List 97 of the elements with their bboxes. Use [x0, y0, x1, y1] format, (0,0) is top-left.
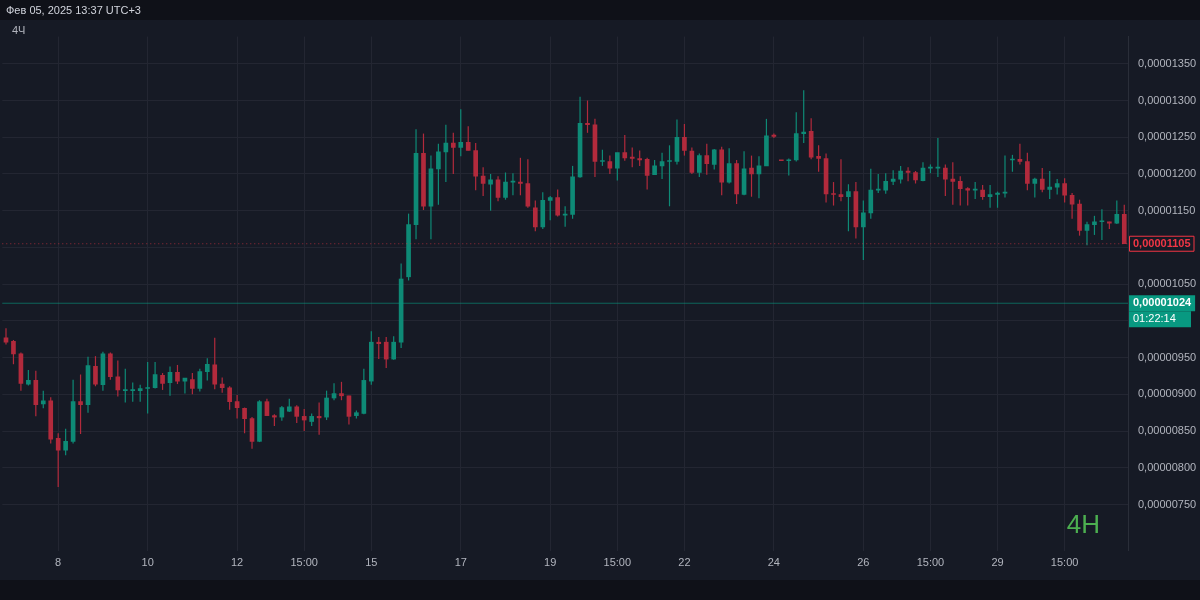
annotation: 4H — [1066, 508, 1100, 539]
y-tick-label: 0,00001050 — [1138, 277, 1197, 290]
candlestick — [518, 157, 523, 196]
candlestick — [987, 184, 993, 209]
candlestick — [175, 364, 180, 385]
candlestick — [115, 359, 121, 398]
y-tick-label: 0,00001150 — [1138, 203, 1196, 216]
y-tick-label: 0,00001200 — [1138, 167, 1197, 179]
candlestick — [950, 161, 956, 206]
chart-title: 4Ч — [12, 24, 26, 36]
candlestick — [1084, 221, 1090, 246]
candlestick — [846, 183, 851, 232]
candlestick — [1062, 177, 1067, 204]
candlestick — [503, 171, 508, 201]
candlestick — [883, 172, 889, 195]
y-tick-label: 0,00000750 — [1138, 497, 1197, 510]
candlestick — [704, 143, 710, 176]
candlestick — [555, 188, 561, 218]
candlestick — [145, 361, 150, 415]
candlestick — [3, 327, 9, 345]
candlestick — [697, 152, 702, 178]
x-tick-label: 8 — [55, 556, 62, 569]
y-tick-label: 0,00000850 — [1138, 424, 1197, 437]
candlestick — [234, 394, 240, 420]
candlestick — [1114, 199, 1120, 225]
candlestick — [204, 357, 210, 381]
candlestick — [324, 390, 329, 421]
y-tick-label: 0,00000900 — [1138, 387, 1197, 400]
x-tick-label: 24 — [767, 556, 781, 569]
candlestick — [450, 132, 456, 175]
x-tick-label: 22 — [678, 556, 691, 569]
candlestick — [391, 335, 396, 361]
candlestick — [242, 406, 247, 434]
candlestick — [383, 336, 389, 369]
x-tick-label: 15 — [365, 556, 378, 569]
candlestick — [667, 144, 672, 207]
text: 01:22:14 — [1133, 312, 1176, 325]
candlestick — [1099, 208, 1105, 241]
candlestick — [532, 199, 538, 232]
candlestick — [458, 108, 464, 157]
candlestick — [868, 168, 874, 220]
candlestick — [78, 373, 83, 435]
candlestick — [585, 99, 590, 134]
candlestick — [547, 195, 553, 221]
candlestick — [122, 368, 128, 404]
candlestick — [1025, 152, 1030, 191]
x-tick-label: 15:00 — [916, 556, 945, 569]
candlestick — [376, 336, 382, 360]
x-tick-label: 15:00 — [1050, 556, 1079, 569]
candlestick — [801, 89, 807, 144]
candlestick — [965, 186, 971, 207]
candlestick — [339, 381, 344, 401]
y-tick-label: 0,00000800 — [1138, 460, 1197, 473]
candlestick — [629, 146, 635, 168]
candlestick — [93, 355, 98, 387]
candlestick — [1017, 143, 1023, 166]
candlestick — [957, 175, 963, 207]
candlestick — [130, 381, 136, 403]
candlestick — [622, 134, 628, 162]
x-tick-label: 15:00 — [290, 556, 318, 569]
x-tick-label: 10 — [141, 556, 154, 569]
x-tick-label: 17 — [454, 556, 467, 569]
y-tick-label: 0,00000950 — [1138, 350, 1197, 363]
candlestick — [1039, 167, 1045, 193]
candlestick — [816, 144, 821, 173]
candlestick — [614, 152, 620, 182]
candlestick — [488, 173, 493, 212]
candlestick — [227, 385, 232, 411]
candlestick — [465, 125, 471, 152]
y-tick-label: 0,00001250 — [1138, 130, 1197, 143]
candlestick — [1092, 215, 1097, 236]
candlestick — [190, 372, 195, 395]
candlestick — [436, 143, 441, 206]
candlestick — [838, 158, 844, 202]
candlestick — [63, 428, 68, 456]
candlestick — [861, 199, 866, 261]
candlestick — [943, 163, 948, 197]
candlestick — [1032, 177, 1038, 199]
candlestick — [11, 339, 16, 365]
candlestick — [55, 432, 61, 488]
x-tick-label: 12 — [230, 556, 244, 569]
ref-line-label: 0,00001024 — [1133, 296, 1192, 309]
candlestick — [1047, 170, 1053, 200]
y-tick-label: 0,00001350 — [1138, 56, 1197, 69]
x-tick-label: 26 — [857, 556, 870, 569]
y-tick-label: 0,00001300 — [1138, 93, 1197, 106]
chart-subtitle: Фев 05, 2025 13:37 UTC+3 — [0, 0, 1200, 20]
candlestick — [682, 123, 687, 157]
x-tick-label: 15:00 — [603, 556, 632, 569]
x-tick-label: 19 — [544, 556, 557, 569]
candlestick — [831, 181, 836, 207]
candlestick — [749, 155, 754, 198]
x-tick-label: 29 — [991, 556, 1004, 569]
candlestick — [301, 408, 307, 432]
candlestick — [212, 337, 218, 390]
candlestick — [108, 351, 113, 381]
ref-line-label: 0,00001105 — [1133, 236, 1191, 249]
